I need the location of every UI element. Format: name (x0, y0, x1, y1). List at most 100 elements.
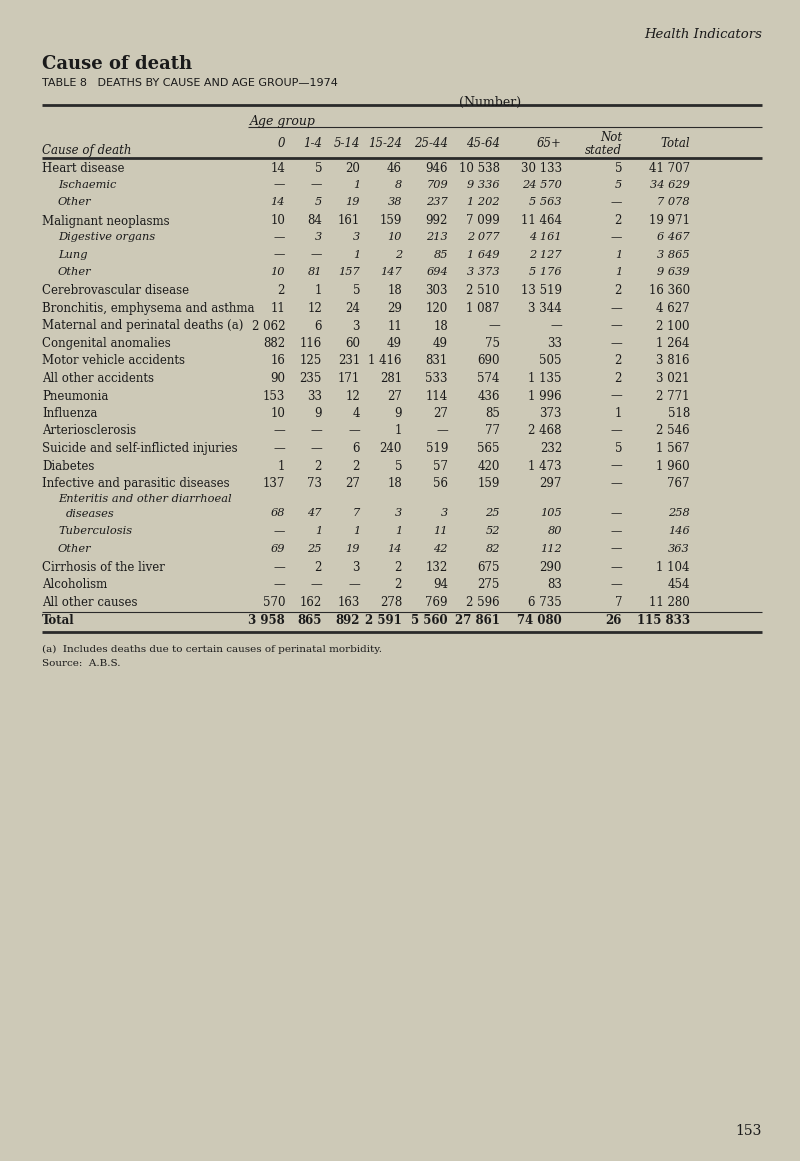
Text: 533: 533 (426, 372, 448, 385)
Text: 77: 77 (485, 425, 500, 438)
Text: 73: 73 (307, 477, 322, 490)
Text: 33: 33 (307, 389, 322, 403)
Text: Source:  A.B.S.: Source: A.B.S. (42, 659, 121, 668)
Text: —: — (274, 526, 285, 536)
Text: 161: 161 (338, 215, 360, 228)
Text: 18: 18 (387, 477, 402, 490)
Text: —: — (436, 425, 448, 438)
Text: 3: 3 (353, 561, 360, 574)
Text: —: — (610, 526, 622, 536)
Text: 10: 10 (270, 215, 285, 228)
Text: 1 416: 1 416 (369, 354, 402, 368)
Text: 5: 5 (394, 460, 402, 473)
Text: —: — (610, 319, 622, 332)
Text: Pneumonia: Pneumonia (42, 389, 108, 403)
Text: 57: 57 (433, 460, 448, 473)
Text: Enteritis and other diarrhoeal: Enteritis and other diarrhoeal (58, 495, 232, 505)
Text: 0: 0 (278, 137, 285, 150)
Text: 1: 1 (614, 267, 622, 277)
Text: 11: 11 (434, 526, 448, 536)
Text: 2 127: 2 127 (530, 250, 562, 260)
Text: 2 077: 2 077 (467, 232, 500, 241)
Text: Health Indicators: Health Indicators (644, 28, 762, 41)
Text: 27: 27 (433, 408, 448, 420)
Text: 363: 363 (668, 543, 690, 554)
Text: 1: 1 (614, 408, 622, 420)
Text: —: — (274, 180, 285, 189)
Text: 5 560: 5 560 (411, 613, 448, 627)
Text: Arteriosclerosis: Arteriosclerosis (42, 425, 136, 438)
Text: 5: 5 (614, 442, 622, 455)
Text: 5: 5 (353, 284, 360, 297)
Text: 2: 2 (394, 578, 402, 591)
Text: 420: 420 (478, 460, 500, 473)
Text: 6: 6 (353, 442, 360, 455)
Text: 865: 865 (298, 613, 322, 627)
Text: 694: 694 (426, 267, 448, 277)
Text: 6 467: 6 467 (658, 232, 690, 241)
Text: Congenital anomalies: Congenital anomalies (42, 337, 170, 349)
Text: 882: 882 (263, 337, 285, 349)
Text: TABLE 8   DEATHS BY CAUSE AND AGE GROUP—1974: TABLE 8 DEATHS BY CAUSE AND AGE GROUP—19… (42, 78, 338, 88)
Text: 232: 232 (540, 442, 562, 455)
Text: 112: 112 (540, 543, 562, 554)
Text: 278: 278 (380, 596, 402, 610)
Text: —: — (550, 319, 562, 332)
Text: Lung: Lung (58, 250, 87, 260)
Text: —: — (610, 197, 622, 207)
Text: 74 080: 74 080 (518, 613, 562, 627)
Text: 3 816: 3 816 (657, 354, 690, 368)
Text: 14: 14 (270, 197, 285, 207)
Text: 153: 153 (262, 389, 285, 403)
Text: 16: 16 (270, 354, 285, 368)
Text: —: — (310, 578, 322, 591)
Text: Bronchitis, emphysema and asthma: Bronchitis, emphysema and asthma (42, 302, 254, 315)
Text: 2: 2 (394, 561, 402, 574)
Text: 3 865: 3 865 (658, 250, 690, 260)
Text: 519: 519 (426, 442, 448, 455)
Text: —: — (310, 250, 322, 260)
Text: 1: 1 (278, 460, 285, 473)
Text: 2 546: 2 546 (656, 425, 690, 438)
Text: Alcoholism: Alcoholism (42, 578, 107, 591)
Text: 3 958: 3 958 (248, 613, 285, 627)
Text: 518: 518 (668, 408, 690, 420)
Text: 9 336: 9 336 (467, 180, 500, 189)
Text: 115 833: 115 833 (637, 613, 690, 627)
Text: 2: 2 (314, 561, 322, 574)
Text: 81: 81 (307, 267, 322, 277)
Text: 45-64: 45-64 (466, 137, 500, 150)
Text: 38: 38 (387, 197, 402, 207)
Text: 2: 2 (394, 250, 402, 260)
Text: —: — (274, 561, 285, 574)
Text: 1-4: 1-4 (303, 137, 322, 150)
Text: 68: 68 (270, 509, 285, 519)
Text: 159: 159 (478, 477, 500, 490)
Text: 60: 60 (345, 337, 360, 349)
Text: 14: 14 (270, 163, 285, 175)
Text: All other accidents: All other accidents (42, 372, 154, 385)
Text: 3: 3 (353, 319, 360, 332)
Text: Cirrhosis of the liver: Cirrhosis of the liver (42, 561, 165, 574)
Text: Suicide and self-inflicted injuries: Suicide and self-inflicted injuries (42, 442, 238, 455)
Text: 7: 7 (614, 596, 622, 610)
Text: (a)  Includes deaths due to certain causes of perinatal morbidity.: (a) Includes deaths due to certain cause… (42, 646, 382, 654)
Text: 7 078: 7 078 (658, 197, 690, 207)
Text: 5 563: 5 563 (530, 197, 562, 207)
Text: Maternal and perinatal deaths (a): Maternal and perinatal deaths (a) (42, 319, 243, 332)
Text: 85: 85 (434, 250, 448, 260)
Text: 709: 709 (426, 180, 448, 189)
Text: Other: Other (58, 267, 92, 277)
Text: 146: 146 (668, 526, 690, 536)
Text: 49: 49 (433, 337, 448, 349)
Text: 27: 27 (345, 477, 360, 490)
Text: 1: 1 (394, 425, 402, 438)
Text: 9: 9 (394, 408, 402, 420)
Text: 5: 5 (614, 163, 622, 175)
Text: Cause of death: Cause of death (42, 55, 192, 73)
Text: Cerebrovascular disease: Cerebrovascular disease (42, 284, 189, 297)
Text: 8: 8 (394, 180, 402, 189)
Text: 105: 105 (540, 509, 562, 519)
Text: 2: 2 (353, 460, 360, 473)
Text: Not: Not (600, 131, 622, 144)
